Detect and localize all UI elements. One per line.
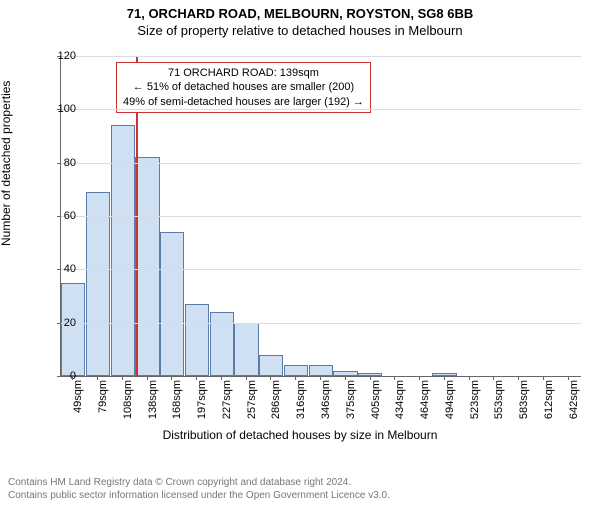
callout-line2: ← 51% of detached houses are smaller (20…: [123, 80, 364, 94]
x-tick-label: 197sqm: [196, 380, 208, 426]
chart-container: Number of detached properties 71 ORCHARD…: [0, 46, 600, 446]
gridline: [61, 216, 581, 217]
y-tick-label: 60: [46, 210, 76, 222]
page-title: 71, ORCHARD ROAD, MELBOURN, ROYSTON, SG8…: [0, 6, 600, 21]
y-tick-label: 100: [46, 103, 76, 115]
footer-line1: Contains HM Land Registry data © Crown c…: [8, 477, 390, 490]
callout-line3: 49% of semi-detached houses are larger (…: [123, 95, 364, 109]
histogram-bar: [61, 283, 85, 376]
x-tick-label: 286sqm: [270, 380, 282, 426]
gridline: [61, 109, 581, 110]
footer-line2: Contains public sector information licen…: [8, 490, 390, 503]
x-tick-label: 583sqm: [518, 380, 530, 426]
x-axis-label: Distribution of detached houses by size …: [0, 428, 600, 442]
histogram-bar: [259, 355, 283, 376]
histogram-bar: [185, 304, 209, 376]
x-tick-label: 494sqm: [444, 380, 456, 426]
x-tick-label: 464sqm: [419, 380, 431, 426]
x-tick-label: 405sqm: [370, 380, 382, 426]
callout-line1: 71 ORCHARD ROAD: 139sqm: [123, 66, 364, 80]
x-tick-label: 257sqm: [246, 380, 258, 426]
histogram-bar: [210, 312, 234, 376]
y-tick-label: 80: [46, 157, 76, 169]
histogram-bar: [160, 232, 184, 376]
x-tick-label: 227sqm: [221, 380, 233, 426]
x-tick-label: 642sqm: [568, 380, 580, 426]
histogram-bar: [284, 365, 308, 376]
footer-attribution: Contains HM Land Registry data © Crown c…: [8, 477, 390, 502]
gridline: [61, 323, 581, 324]
y-tick-label: 40: [46, 263, 76, 275]
x-tick-label: 612sqm: [543, 380, 555, 426]
plot-area: 71 ORCHARD ROAD: 139sqm ← 51% of detache…: [60, 56, 581, 377]
x-tick-label: 49sqm: [72, 380, 84, 426]
x-tick-label: 375sqm: [345, 380, 357, 426]
histogram-bar: [309, 365, 333, 376]
gridline: [61, 56, 581, 57]
x-tick-label: 523sqm: [469, 380, 481, 426]
x-tick-label: 346sqm: [320, 380, 332, 426]
x-tick-label: 138sqm: [147, 380, 159, 426]
x-tick-label: 168sqm: [171, 380, 183, 426]
page-subtitle: Size of property relative to detached ho…: [0, 23, 600, 38]
y-tick-label: 120: [46, 50, 76, 62]
gridline: [61, 269, 581, 270]
histogram-bar: [234, 323, 258, 376]
x-tick-label: 79sqm: [97, 380, 109, 426]
y-tick-label: 20: [46, 317, 76, 329]
x-tick-label: 553sqm: [493, 380, 505, 426]
callout-box: 71 ORCHARD ROAD: 139sqm ← 51% of detache…: [116, 62, 371, 113]
gridline: [61, 163, 581, 164]
x-tick-label: 434sqm: [394, 380, 406, 426]
histogram-bar: [86, 192, 110, 376]
y-axis-label: Number of detached properties: [0, 81, 13, 246]
x-tick-label: 316sqm: [295, 380, 307, 426]
histogram-bar: [135, 157, 159, 376]
x-tick-label: 108sqm: [122, 380, 134, 426]
